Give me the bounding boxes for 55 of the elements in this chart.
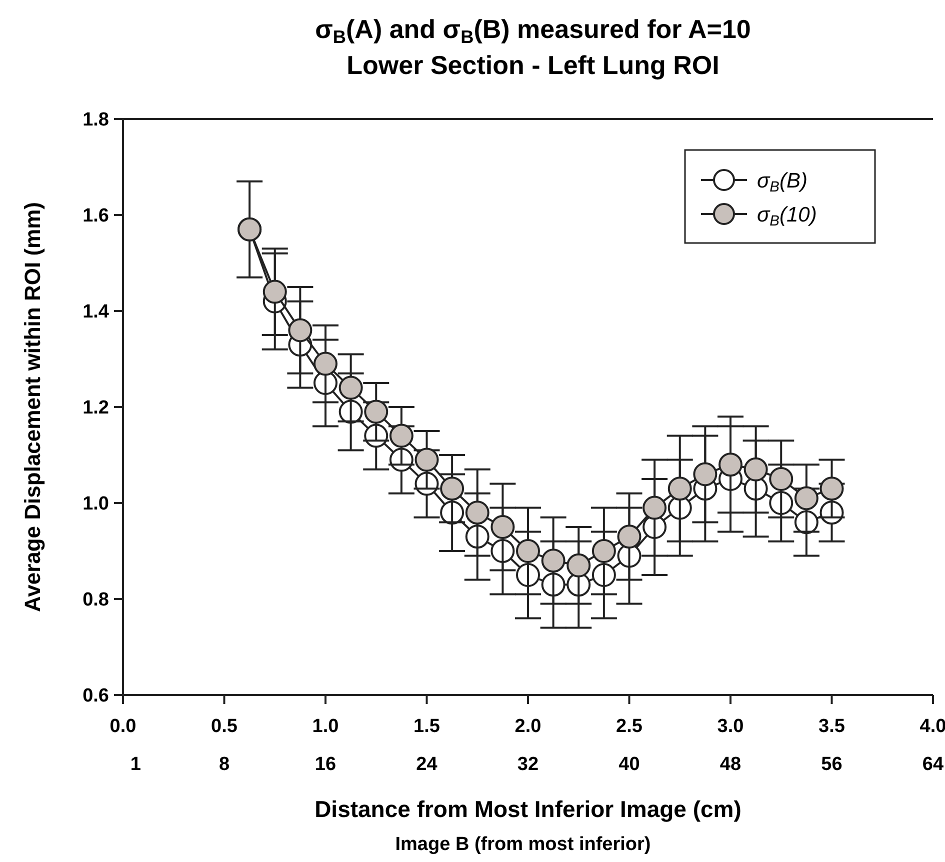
point (465, 500, 490, 525)
x-tick-label: 2.5 (616, 716, 643, 737)
x2-tick-label: 40 (618, 754, 640, 775)
point (262, 280, 287, 304)
point (490, 515, 515, 539)
point (820, 476, 844, 501)
x2-tick-label: 8 (218, 754, 230, 775)
legend-label: σ$_{B}$(B) (757, 169, 808, 196)
point (288, 318, 312, 342)
point (617, 524, 642, 549)
x-tick-label: 0.5 (211, 716, 238, 737)
point (668, 476, 692, 501)
x-tick-label: 2.0 (514, 716, 542, 737)
point (769, 467, 794, 491)
x2-axis-title: Image B (from most inferior) (395, 834, 651, 855)
point (592, 539, 616, 563)
x2-tick-label: 48 (720, 754, 742, 775)
point (516, 539, 540, 563)
point (693, 462, 718, 486)
chart-title: σ$_{B}$(A) and σ$_{B}$(B) measured for A=10 Lower Section - Left Lung ROI (315, 14, 751, 80)
point (566, 553, 591, 578)
x2-tick-label: 16 (314, 754, 336, 775)
point (794, 486, 818, 510)
y-tick-label: 1.6 (82, 206, 109, 227)
y-tick-label: 1.4 (82, 302, 110, 323)
point (338, 376, 363, 400)
point (744, 457, 768, 482)
y-tick-label: 0.6 (82, 686, 109, 707)
point (414, 448, 439, 472)
x-tick-label: 0.0 (110, 716, 136, 737)
y-tick-label: 0.8 (82, 590, 109, 611)
point (440, 476, 464, 501)
x-tick-label: 3.0 (717, 716, 744, 737)
y-axis-title: Average Displacement within ROI (mm) (20, 202, 45, 612)
x2-tick-label: 1 (130, 754, 142, 775)
x-tick-label: 3.5 (818, 716, 846, 737)
legend-label: σ$_{B}$(10) (757, 203, 817, 230)
x-axis-title: Distance from Most Inferior Image (cm) (314, 796, 742, 822)
y-tick-label: 1.8 (82, 110, 109, 131)
x-tick-label: 1.5 (414, 716, 440, 737)
point (490, 539, 515, 563)
x2-tick-label: 32 (517, 754, 539, 775)
point (364, 400, 388, 424)
point (314, 352, 338, 376)
point (389, 424, 414, 448)
point (642, 496, 667, 520)
x-tick-label: 1.0 (312, 716, 339, 737)
point (718, 452, 742, 477)
x2-tick-label: 56 (821, 754, 842, 775)
point (541, 548, 566, 573)
point (541, 572, 566, 597)
y-tick-label: 1.2 (82, 398, 109, 419)
x2-tick-label: 64 (922, 754, 944, 775)
x2-tick-label: 24 (416, 754, 438, 775)
y-tick-label: 1.0 (82, 494, 109, 515)
